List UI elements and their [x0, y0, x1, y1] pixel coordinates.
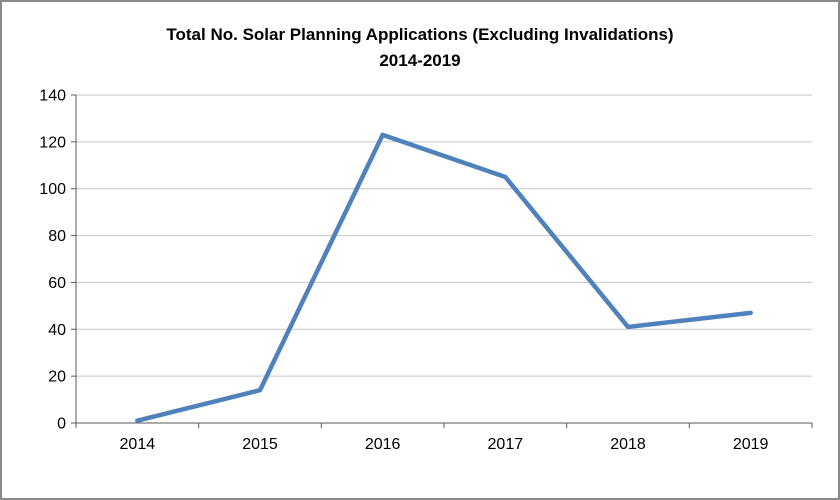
x-tick-label: 2018 [610, 436, 646, 453]
y-tick-label: 20 [48, 368, 66, 385]
y-tick-label: 140 [39, 87, 66, 104]
y-tick-label: 40 [48, 321, 66, 338]
series-line [135, 132, 753, 423]
x-tick-label: 2017 [488, 436, 524, 453]
y-tick-label: 120 [39, 134, 66, 151]
y-tick-label: 80 [48, 228, 66, 245]
x-tick-label: 2016 [365, 436, 401, 453]
x-tick-label: 2014 [120, 436, 156, 453]
line-chart: 0 20 40 60 80 100 120 140 2014 2015 2016 2017 2018 20… [39, 87, 813, 453]
y-tick-label: 100 [39, 181, 66, 198]
y-tick-label: 60 [48, 275, 66, 292]
chart-title-line2: 2014-2019 [379, 51, 461, 71]
chart-title: Total No. Solar Planning Applications (E… [2, 22, 838, 75]
x-tick-label: 2015 [242, 436, 278, 453]
chart-title-line1: Total No. Solar Planning Applications (E… [166, 25, 674, 44]
x-tick-label: 2019 [733, 436, 769, 453]
y-tick-label: 0 [57, 415, 66, 432]
